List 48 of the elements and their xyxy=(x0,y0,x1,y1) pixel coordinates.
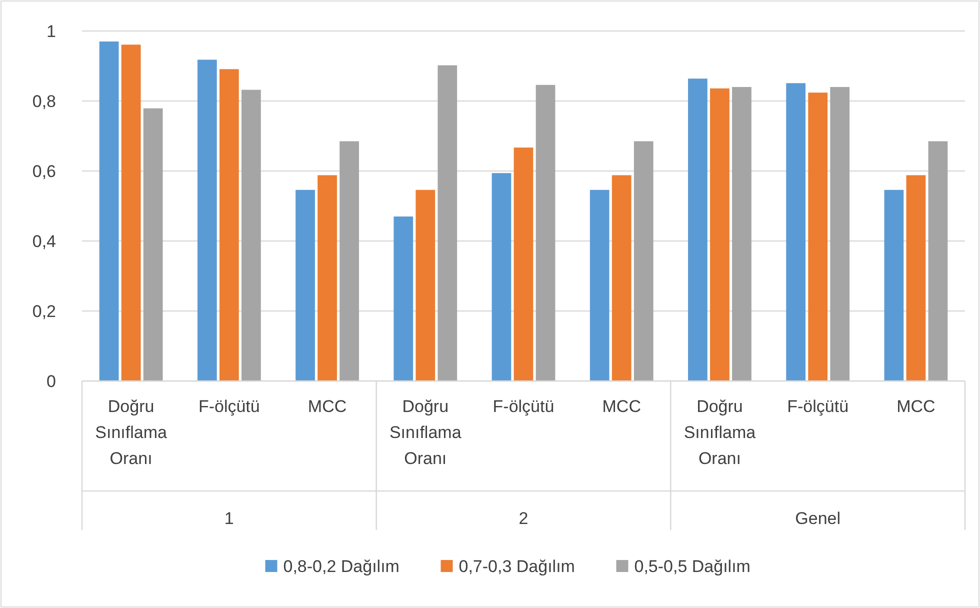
bar xyxy=(340,141,359,381)
bar xyxy=(219,69,239,381)
bar xyxy=(536,84,556,381)
x-tick-label: MCC xyxy=(896,397,936,416)
text: 2 xyxy=(518,509,528,528)
x-tick-label: F-ölçütü xyxy=(198,397,260,416)
bar xyxy=(786,83,806,381)
bar xyxy=(514,148,534,381)
bar xyxy=(884,190,904,381)
legend-label: 0,5-0,5 Dağılım xyxy=(634,556,750,576)
text: Genel xyxy=(795,509,841,528)
y-tick-label: 1 xyxy=(46,22,56,41)
bar xyxy=(710,88,730,381)
bar xyxy=(197,60,217,381)
y-tick-label: 0,6 xyxy=(32,162,56,181)
bar xyxy=(492,173,512,381)
bar xyxy=(143,108,163,381)
bar xyxy=(928,141,948,381)
legend-label: 0,7-0,3 Dağılım xyxy=(458,556,575,576)
bar xyxy=(906,175,926,381)
bar xyxy=(99,42,119,381)
x-tick-label: Doğru Sınıflama Oranı xyxy=(389,397,462,468)
legend-label: 0,8-0,2 Dağılım xyxy=(283,556,400,576)
bar xyxy=(612,175,632,381)
x-tick-label: F-ölçütü xyxy=(492,397,554,416)
bar xyxy=(808,92,828,381)
bar xyxy=(438,65,458,381)
bar xyxy=(830,87,850,381)
y-tick-label: 0,8 xyxy=(32,92,56,111)
x-tick-label: F-ölçütü xyxy=(787,397,849,416)
bar xyxy=(318,175,337,381)
text: 1 xyxy=(224,509,234,528)
x-tick-label: MCC xyxy=(308,397,347,416)
y-tick-label: 0,2 xyxy=(32,302,56,321)
bar xyxy=(296,190,315,381)
bar xyxy=(241,90,261,381)
bar xyxy=(688,78,708,381)
bar xyxy=(394,216,414,381)
bar xyxy=(590,190,610,381)
bar xyxy=(634,141,654,381)
y-tick-label: 0 xyxy=(46,372,56,391)
bar xyxy=(732,87,752,381)
x-tick-label: Doğru Sınıflama Oranı xyxy=(95,397,168,468)
bar xyxy=(121,44,141,381)
y-tick-label: 0,4 xyxy=(32,232,56,251)
bar xyxy=(416,190,436,381)
x-tick-label: Doğru Sınıflama Oranı xyxy=(684,397,756,468)
x-tick-label: MCC xyxy=(602,397,641,416)
